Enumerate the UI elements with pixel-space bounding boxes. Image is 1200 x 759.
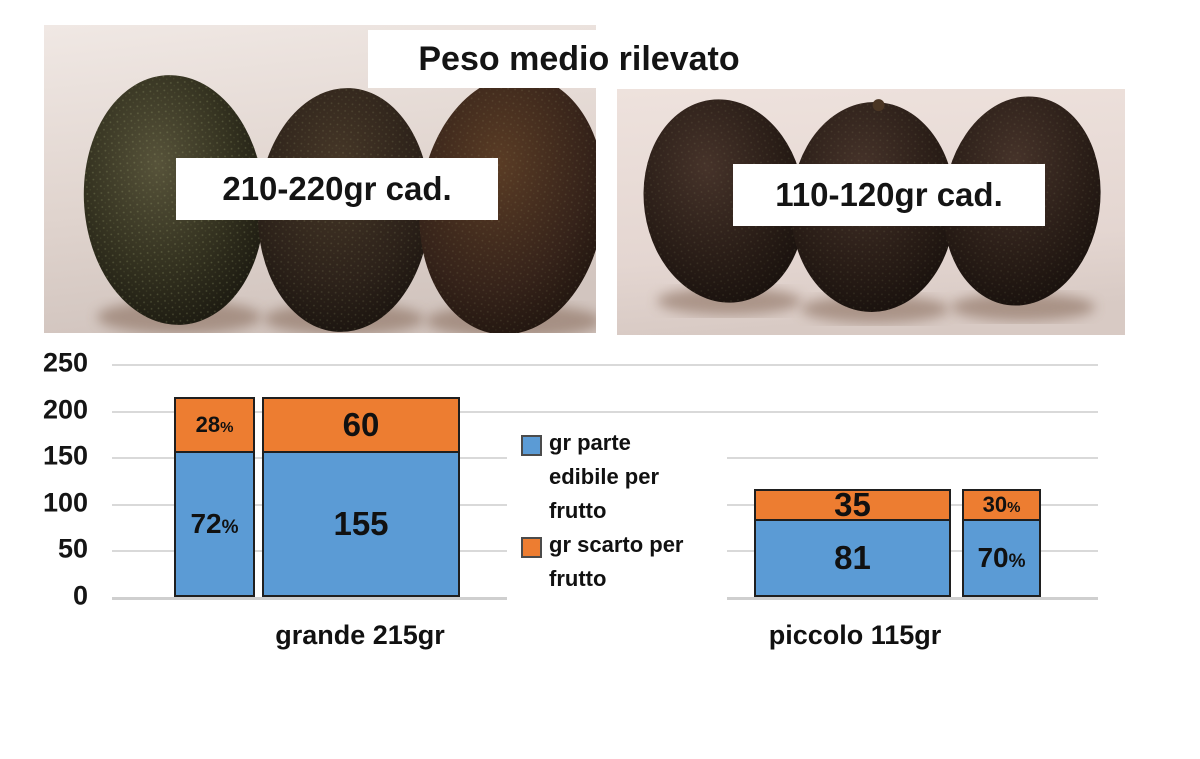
category-label-grande: grande 215gr	[275, 620, 445, 650]
avocado-shadow	[951, 293, 1095, 321]
legend-swatch-scarto	[521, 537, 542, 558]
bar-grande-gram-labels: 60 155	[262, 396, 460, 597]
bar-segment-edibile: 70%	[962, 519, 1041, 597]
category-label-piccolo: piccolo 115gr	[768, 620, 942, 650]
y-tick-50: 50	[57, 533, 88, 564]
bar-segment-scarto: 30%	[962, 488, 1041, 522]
chart-legend: gr parte edibile per frutto gr scarto pe…	[507, 420, 727, 604]
avocado-small-1	[643, 99, 805, 303]
y-tick-150: 150	[42, 440, 88, 471]
bar-segment-label: 155	[333, 504, 389, 542]
bar-segment-scarto: 60	[262, 396, 460, 453]
legend-swatch-edibile	[521, 435, 542, 456]
y-tick-250: 250	[42, 347, 88, 378]
y-tick-200: 200	[42, 393, 88, 424]
bar-segment-scarto: 28%	[174, 396, 255, 453]
bar-segment-label: 72%	[190, 507, 239, 539]
bar-segment-edibile: 81	[754, 519, 951, 597]
gridline-250	[112, 364, 1098, 366]
legend-item-edibile: gr parte edibile per frutto	[521, 426, 727, 528]
photo-label-small: 110-120gr cad.	[733, 164, 1045, 226]
y-tick-0: 0	[72, 580, 88, 611]
avocado-stem	[872, 99, 885, 112]
bar-segment-label: 70%	[977, 542, 1026, 574]
bar-segment-scarto: 35	[754, 486, 951, 524]
legend-item-scarto: gr scarto per frutto	[521, 528, 727, 596]
avocado-large-1	[83, 75, 265, 325]
bar-segment-label: 81	[834, 539, 871, 577]
bar-segment-edibile: 72%	[174, 450, 255, 597]
avocado-large-3	[419, 75, 605, 335]
bar-segment-label: 30%	[982, 492, 1021, 518]
page-title: Peso medio rilevato	[368, 30, 790, 88]
bar-grande-percent-labels: 28% 72%	[174, 396, 255, 597]
stacked-bar-chart: 0 50 100 150 200 250 28% 72% 60 155 35 81 30% 70% gr…	[0, 340, 1200, 759]
bar-piccolo-percent-labels: 30% 70%	[962, 488, 1041, 597]
bar-segment-edibile: 155	[262, 450, 460, 597]
legend-label-scarto: gr scarto per frutto	[549, 532, 684, 591]
photo-label-large: 210-220gr cad.	[176, 158, 498, 220]
bar-piccolo-gram-labels: 35 81	[754, 486, 951, 597]
gridline-200	[112, 410, 1098, 413]
bar-segment-label: 28%	[195, 411, 234, 437]
y-tick-100: 100	[42, 487, 88, 518]
bar-segment-label: 60	[342, 405, 380, 443]
legend-label-edibile: gr parte edibile per frutto	[549, 430, 660, 523]
bar-segment-label: 35	[834, 486, 871, 524]
